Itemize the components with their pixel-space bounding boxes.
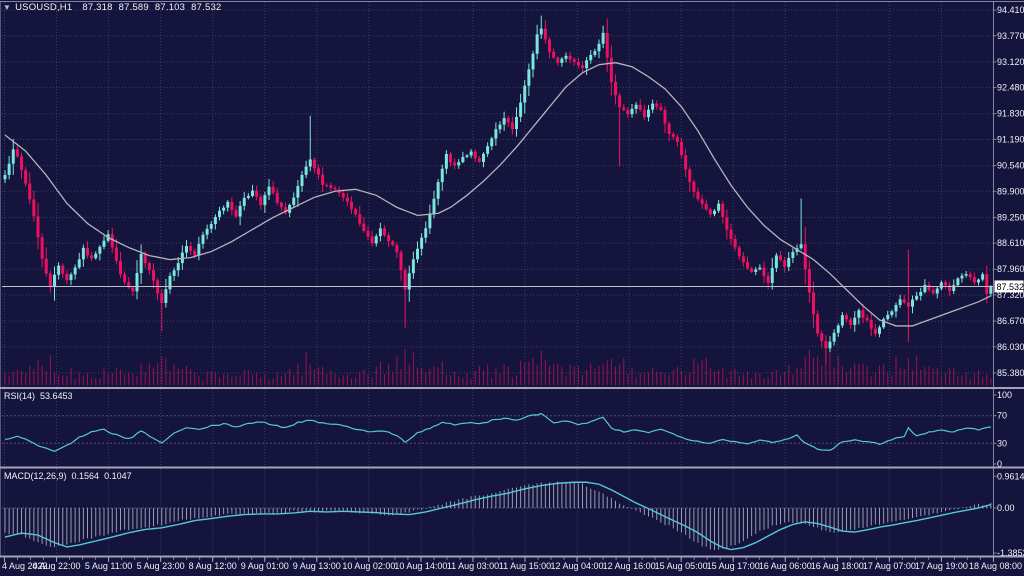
rsi-tick-label: 100 xyxy=(997,390,1012,400)
price-tick-label: 91.830 xyxy=(997,109,1024,119)
macd-tick-label: -1.3853 xyxy=(997,548,1024,558)
time-tick-label: 8 Aug 12:00 xyxy=(189,561,237,571)
grid-layer xyxy=(2,2,994,556)
candles-layer xyxy=(3,15,993,364)
quote-high: 87.589 xyxy=(118,2,149,13)
time-tick-label: 10 Aug 14:00 xyxy=(394,561,447,571)
rsi-tick-label: 0 xyxy=(997,459,1002,469)
rsi-axis[interactable]: 100 70 30 0 xyxy=(993,390,1013,469)
time-tick-label: 17 Aug 07:00 xyxy=(863,561,916,571)
current-price-flag xyxy=(994,280,1024,293)
price-tick-label: 87.320 xyxy=(997,290,1024,300)
macd-signal-line xyxy=(4,481,992,551)
time-tick-label: 16 Aug 18:00 xyxy=(811,561,864,571)
macd-indicator-label: MACD(12,26,9) 0.1564 0.1047 xyxy=(4,471,137,481)
rsi-tick-label: 70 xyxy=(997,411,1007,421)
macd-tick-label: 0.00 xyxy=(997,503,1015,513)
time-tick-label: 4 Aug 2022 xyxy=(2,561,48,571)
price-tick-label: 92.480 xyxy=(997,83,1024,93)
time-tick-label: 11 Aug 03:00 xyxy=(447,561,499,571)
chart-header: ▼ USOUSD,H1 87.318 87.589 87.103 87.532 xyxy=(3,2,227,13)
macd-main-value: 0.1564 xyxy=(71,471,100,481)
macd-histogram-layer xyxy=(4,481,992,551)
macd-tick-label: 0.9614 xyxy=(997,471,1024,481)
rsi-tick-label: 30 xyxy=(997,438,1007,448)
price-axis[interactable]: 94.410 93.770 93.120 92.480 91.830 91.190 90.5… xyxy=(993,5,1024,378)
rsi-line xyxy=(4,412,991,452)
time-tick-label: 10 Aug 02:00 xyxy=(342,561,395,571)
macd-signal-value: 0.1047 xyxy=(104,471,132,481)
time-tick-label: 5 Aug 11:00 xyxy=(85,561,132,571)
macd-name: MACD(12,26,9) xyxy=(4,471,67,481)
time-tick-label: 18 Aug 08:00 xyxy=(969,561,1022,571)
price-tick-label: 87.960 xyxy=(997,264,1024,274)
time-tick-label: 16 Aug 06:00 xyxy=(759,561,812,571)
price-tick-label: 88.610 xyxy=(997,238,1024,248)
time-tick-label: 15 Aug 05:00 xyxy=(655,561,708,571)
time-tick-label: 11 Aug 15:00 xyxy=(499,561,551,571)
time-tick-label: 17 Aug 19:00 xyxy=(915,561,968,571)
quote-low: 87.103 xyxy=(154,2,186,13)
quote-open: 87.318 xyxy=(82,2,113,13)
rsi-value: 53.6453 xyxy=(40,391,73,401)
price-tick-label: 94.410 xyxy=(997,5,1024,15)
time-tick-label: 4 Aug 22:00 xyxy=(33,561,81,571)
price-tick-label: 86.030 xyxy=(997,342,1024,352)
time-tick-label: 12 Aug 04:00 xyxy=(551,561,604,571)
symbol-period-label: USOUSD,H1 xyxy=(15,2,73,13)
time-tick-label: 9 Aug 01:00 xyxy=(241,561,289,571)
moving-average-line xyxy=(4,62,992,327)
time-tick-label: 5 Aug 23:00 xyxy=(137,561,185,571)
price-tick-label: 85.380 xyxy=(997,368,1024,378)
price-tick-label: 90.540 xyxy=(997,161,1024,171)
price-tick-label: 89.250 xyxy=(997,212,1024,222)
time-tick-label: 9 Aug 13:00 xyxy=(293,561,341,571)
current-price-label: 87.532 xyxy=(997,282,1024,292)
quote-close: 87.532 xyxy=(191,2,222,13)
volume-layer xyxy=(4,348,992,385)
price-tick-label: 91.190 xyxy=(997,134,1024,144)
macd-axis[interactable]: 0.9614 0.00 -1.3853 xyxy=(993,471,1024,558)
price-tick-label: 86.670 xyxy=(997,316,1024,326)
symbol-dropdown-icon[interactable]: ▼ xyxy=(3,3,12,12)
time-tick-label: 12 Aug 16:00 xyxy=(603,561,656,571)
price-tick-label: 93.770 xyxy=(997,31,1024,41)
rsi-indicator-label: RSI(14) 53.6453 xyxy=(4,391,78,401)
rsi-name: RSI(14) xyxy=(4,391,36,401)
price-tick-label: 89.900 xyxy=(997,186,1024,196)
price-tick-label: 93.120 xyxy=(997,57,1024,67)
time-tick-label: 15 Aug 17:00 xyxy=(707,561,760,571)
